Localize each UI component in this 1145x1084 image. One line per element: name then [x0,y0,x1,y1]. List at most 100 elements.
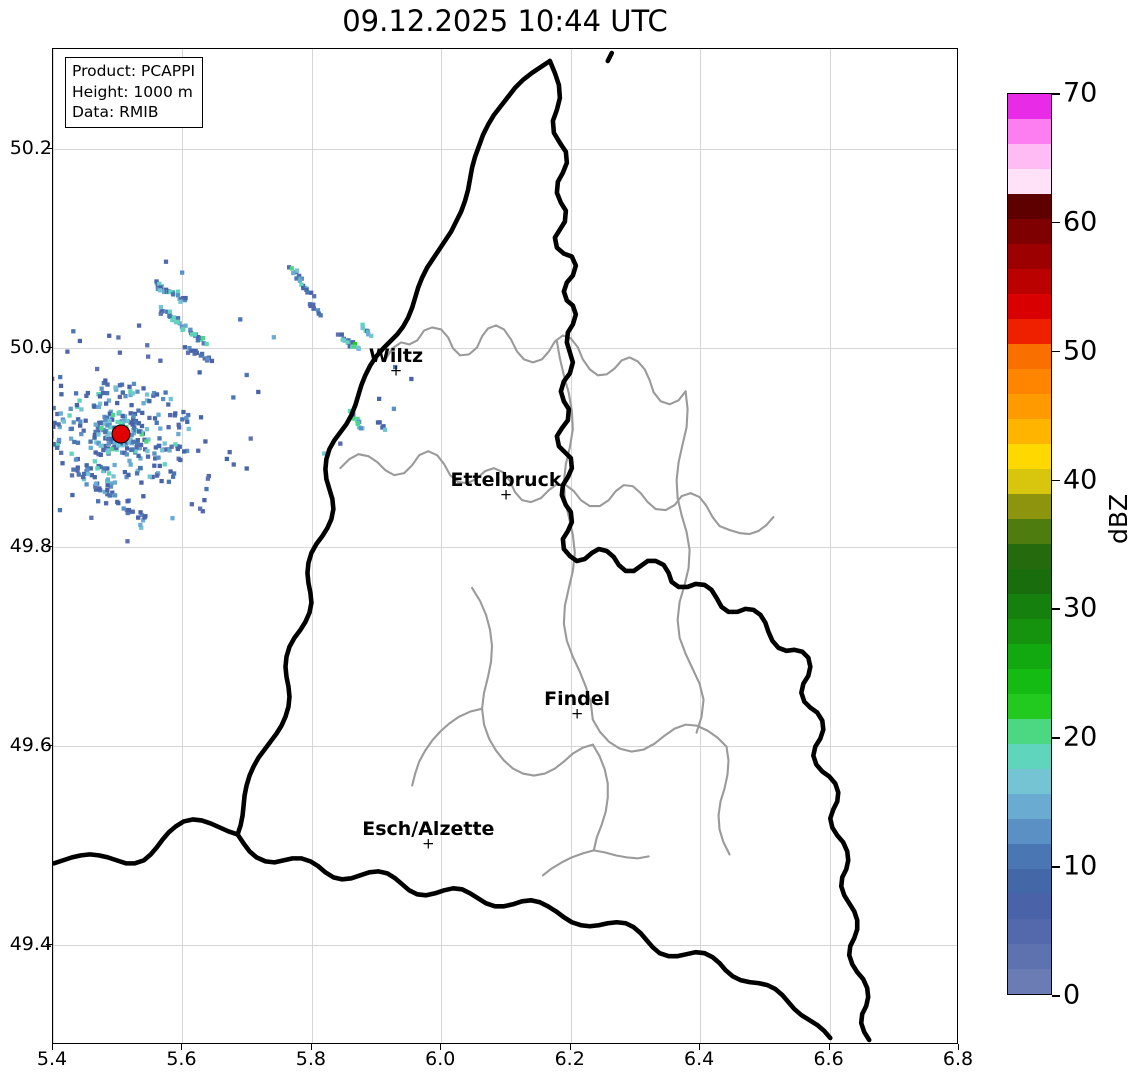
y-axis-tick [46,944,52,946]
colorbar-tick-label: 60 [1063,206,1098,238]
x-axis-tick-label: 5.6 [166,1048,197,1070]
colorbar-band [1008,694,1051,719]
x-axis-tick [828,1044,830,1050]
colorbar-band [1008,219,1051,244]
colorbar-band [1008,844,1051,869]
colorbar-band [1008,369,1051,394]
colorbar-tick-label: 40 [1063,464,1098,496]
radar-site-marker [111,424,131,444]
colorbar-band [1008,719,1051,744]
district-borders [339,324,775,877]
colorbar-tick-label: 0 [1063,979,1081,1011]
colorbar-band [1008,919,1051,944]
x-axis-tick-label: 6.4 [684,1048,715,1070]
info-data-line: Data: RMIB [72,103,159,122]
map-plot-area: Wiltz + Ettelbruck + Findel + Esch/Alzette + Pr… [52,48,958,1044]
grid-line-horizontal [53,746,957,748]
y-axis-tick [46,147,52,149]
colorbar-band [1008,194,1051,219]
grid-line-horizontal [53,148,957,150]
colorbar-band [1008,494,1051,519]
y-axis-tick-label: 49.6 [9,734,52,757]
colorbar-tick [1052,93,1060,95]
colorbar-band [1008,169,1051,194]
colorbar-band [1008,144,1051,169]
colorbar-tick-label: 30 [1063,592,1098,624]
colorbar-band [1008,644,1051,669]
city-label-ettelbruck: Ettelbruck [450,469,562,492]
colorbar-tick-label: 70 [1063,77,1098,109]
grid-line-vertical [700,49,702,1043]
colorbar-band [1008,944,1051,969]
y-axis-tick-label: 49.8 [9,535,52,557]
x-axis-tick-label: 6.6 [813,1048,844,1070]
colorbar-tick-label: 20 [1063,721,1098,753]
grid-line-horizontal [53,547,957,548]
colorbar-band [1008,819,1051,844]
colorbar-band [1008,319,1051,344]
colorbar-band [1008,769,1051,794]
y-axis-tick [46,745,52,747]
colorbar-band [1008,544,1051,569]
colorbar-band [1008,744,1051,769]
product-info-box: Product: PCAPPI Height: 1000 m Data: RMI… [65,57,204,128]
colorbar-band [1008,394,1051,419]
x-axis-tick-label: 6.2 [554,1048,585,1070]
colorbar [1007,93,1052,995]
colorbar-tick-label: 50 [1063,335,1098,367]
city-marker-findel: + [570,704,584,723]
figure-title: 09.12.2025 10:44 UTC [342,4,668,38]
info-height-line: Height: 1000 m [72,82,193,101]
x-axis-tick-label: 5.8 [295,1048,326,1070]
colorbar-band [1008,269,1051,294]
colorbar-tick [1052,479,1060,482]
x-axis-tick [699,1044,701,1050]
x-axis-tick-label: 6.0 [425,1048,456,1070]
city-marker-wiltz: + [389,361,403,380]
colorbar-band [1008,619,1051,644]
city-label-wiltz: Wiltz [368,344,424,367]
radar-echo-layer [53,259,414,544]
y-axis-tick-label: 49.4 [9,933,52,956]
city-marker-esch-alzette: + [422,834,435,853]
colorbar-band [1008,869,1051,894]
colorbar-band [1008,444,1051,469]
y-axis-tick [46,546,52,547]
colorbar-band [1008,244,1051,269]
colorbar-tick [1052,221,1060,224]
city-label-esch-alzette: Esch/Alzette [362,817,495,840]
x-axis-tick [440,1044,442,1050]
colorbar-band [1008,794,1051,819]
x-axis-tick [958,1044,959,1050]
colorbar-band [1008,469,1051,494]
grid-line-vertical [182,49,184,1043]
x-axis-tick [569,1044,571,1050]
grid-line-horizontal [53,945,957,947]
x-axis-tick [310,1044,312,1050]
y-axis-tick [46,346,52,348]
x-axis-tick [181,1044,183,1050]
grid-line-vertical [53,49,54,1043]
colorbar-band [1008,969,1051,994]
colorbar-tick [1052,866,1060,868]
grid-line-vertical [829,49,831,1043]
national-border [53,58,872,1043]
colorbar-tick [1052,995,1060,997]
y-axis-tick-label: 50.2 [9,136,52,159]
colorbar-band [1008,419,1051,444]
colorbar-band [1008,519,1051,544]
neighbour-border [605,50,615,64]
info-product-line: Product: PCAPPI [72,62,196,80]
colorbar-tick [1052,350,1060,353]
colorbar-band [1008,294,1051,319]
colorbar-band [1008,94,1051,119]
city-label-findel: Findel [544,688,611,711]
grid-line-vertical [441,49,443,1043]
grid-line-horizontal [53,347,957,349]
colorbar-band [1008,119,1051,144]
colorbar-band [1008,669,1051,694]
colorbar-tick [1052,608,1060,611]
map-vector-layer [53,50,872,1043]
grid-line-vertical [311,49,313,1043]
